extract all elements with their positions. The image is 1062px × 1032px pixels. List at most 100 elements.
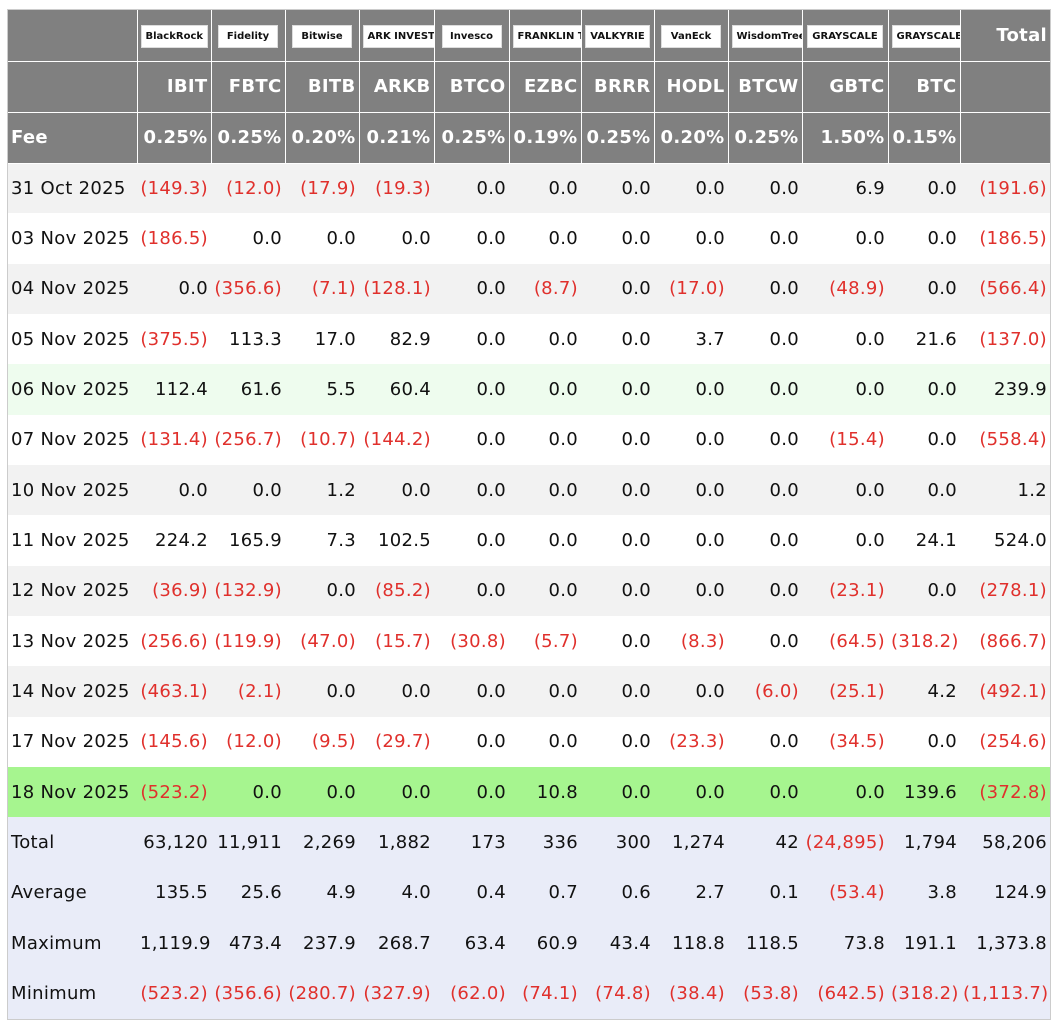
ticker: FBTC — [210, 61, 285, 113]
fee: 0.25% — [727, 112, 802, 164]
value-cell: 25.6 — [240, 882, 282, 904]
empty-cell — [959, 112, 1050, 164]
value-cell: (5.7) — [533, 630, 578, 652]
value-cell: 0.0 — [927, 177, 957, 199]
logo-cell: BlackRock — [136, 10, 211, 62]
value-cell: 0.0 — [326, 580, 356, 602]
ticker: IBIT — [136, 61, 211, 113]
value-cell: 0.0 — [252, 228, 282, 250]
logo-cell: WisdomTree — [727, 10, 802, 62]
row-label: Minimum — [11, 983, 97, 1005]
value-cell: 124.9 — [993, 882, 1047, 904]
fee: 0.19% — [508, 112, 581, 164]
value-cell: 0.0 — [476, 781, 506, 803]
value-cell: 0.0 — [695, 530, 725, 552]
value-cell: 58,206 — [982, 832, 1047, 854]
value-cell: 268.7 — [377, 932, 431, 954]
value-cell: 61.6 — [240, 379, 282, 401]
value-cell: (15.4) — [829, 429, 885, 451]
value-cell: 0.0 — [476, 328, 506, 350]
value-cell: 0.0 — [401, 479, 431, 501]
value-cell: 0.0 — [769, 177, 799, 199]
value-cell: 0.0 — [476, 731, 506, 753]
value-cell: 0.0 — [769, 429, 799, 451]
logo-cell: VALKYRIE — [580, 10, 654, 62]
value-cell: 1.2 — [1017, 479, 1047, 501]
value-cell: 0.0 — [927, 580, 957, 602]
value-cell: 2,269 — [302, 832, 356, 854]
value-cell: 43.4 — [609, 932, 651, 954]
fee-label: Fee — [8, 112, 137, 164]
value-cell: 0.0 — [769, 580, 799, 602]
value-cell: 60.9 — [536, 932, 578, 954]
value-cell: (256.7) — [214, 429, 282, 451]
empty-cell — [8, 61, 137, 113]
logo-cell: Invesco — [433, 10, 509, 62]
value-cell: (356.6) — [214, 278, 282, 300]
fee: 0.21% — [358, 112, 434, 164]
value-cell: 0.0 — [476, 278, 506, 300]
value-cell: 0.1 — [769, 882, 799, 904]
value-cell: (327.9) — [363, 983, 431, 1005]
total-header: Total — [959, 10, 1050, 62]
value-cell: (53.8) — [743, 983, 799, 1005]
value-cell: 0.0 — [548, 731, 578, 753]
value-cell: 0.0 — [695, 479, 725, 501]
value-cell: 239.9 — [993, 379, 1047, 401]
row-label: Total — [11, 832, 55, 854]
value-cell: 1,794 — [903, 832, 957, 854]
value-cell: 0.0 — [927, 228, 957, 250]
row-label: 17 Nov 2025 — [11, 731, 130, 753]
value-cell: 0.0 — [769, 781, 799, 803]
daily-row: 18 Nov 2025 (523.2) 0.0 0.0 0.0 0.0 10.8 0.0 0.0… — [8, 767, 1050, 818]
empty-cell — [8, 10, 137, 62]
value-cell: (34.5) — [829, 731, 885, 753]
value-cell: 0.0 — [476, 580, 506, 602]
logo: GRAYSCALE — [891, 24, 960, 48]
value-cell: (1,113.7) — [963, 983, 1049, 1005]
value-cell: (149.3) — [140, 177, 208, 199]
value-cell: (74.8) — [595, 983, 651, 1005]
daily-row: 04 Nov 2025 0.0 (356.6) (7.1) (128.1) 0.0 (8.7… — [8, 263, 1050, 315]
daily-row: 07 Nov 2025 (131.4) (256.7) (10.7) (144.2) 0.… — [8, 414, 1050, 466]
value-cell: 0.0 — [855, 379, 885, 401]
value-cell: (186.5) — [140, 228, 208, 250]
value-cell: 139.6 — [903, 781, 957, 803]
value-cell: 0.0 — [401, 681, 431, 703]
row-label: 13 Nov 2025 — [11, 630, 130, 652]
value-cell: 0.0 — [695, 429, 725, 451]
fee: 0.20% — [653, 112, 728, 164]
value-cell: 118.8 — [671, 932, 725, 954]
value-cell: (558.4) — [979, 429, 1047, 451]
fee: 0.25% — [433, 112, 509, 164]
value-cell: 1,882 — [377, 832, 431, 854]
row-label: 18 Nov 2025 — [11, 781, 130, 803]
value-cell: (642.5) — [817, 983, 885, 1005]
value-cell: (7.1) — [311, 278, 356, 300]
logo: BlackRock — [140, 24, 209, 48]
logo-row: BlackRock Fidelity Bitwise ARK INVEST Invesc… — [8, 10, 1050, 62]
value-cell: 0.0 — [855, 328, 885, 350]
value-cell: 0.0 — [476, 177, 506, 199]
logo-cell: Fidelity — [210, 10, 285, 62]
value-cell: 112.4 — [154, 379, 208, 401]
empty-cell — [959, 61, 1050, 113]
value-cell: 0.0 — [621, 479, 651, 501]
fee: 1.50% — [801, 112, 888, 164]
value-cell: (866.7) — [979, 630, 1047, 652]
value-cell: (492.1) — [979, 681, 1047, 703]
value-cell: 17.0 — [314, 328, 356, 350]
value-cell: (74.1) — [522, 983, 578, 1005]
logo: FRANKLIN TEMPLETON — [512, 24, 581, 48]
daily-row: 12 Nov 2025 (36.9) (132.9) 0.0 (85.2) 0.0 0.0 0… — [8, 565, 1050, 617]
value-cell: (191.6) — [979, 177, 1047, 199]
value-cell: 1,373.8 — [976, 932, 1047, 954]
row-label: 05 Nov 2025 — [11, 328, 130, 350]
value-cell: (62.0) — [450, 983, 506, 1005]
value-cell: 0.0 — [621, 177, 651, 199]
value-cell: 0.0 — [621, 278, 651, 300]
fee: 0.25% — [580, 112, 654, 164]
value-cell: 0.0 — [401, 781, 431, 803]
value-cell: 0.0 — [326, 228, 356, 250]
value-cell: 165.9 — [228, 530, 282, 552]
